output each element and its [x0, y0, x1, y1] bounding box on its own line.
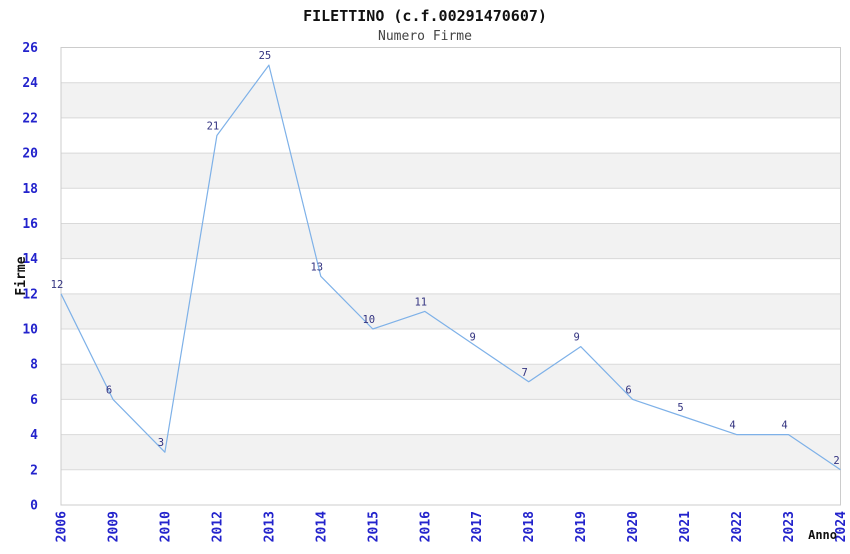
y-tick-label: 8	[30, 358, 38, 373]
x-tick-label: 2019	[574, 511, 589, 542]
y-tick-label: 12	[22, 287, 38, 302]
y-tick-label: 4	[30, 428, 38, 443]
data-label: 9	[574, 332, 580, 344]
y-tick-label: 0	[30, 499, 38, 514]
y-tick-label: 22	[22, 111, 38, 126]
x-tick-label: 2014	[314, 511, 329, 542]
y-tick-label: 26	[22, 41, 38, 56]
data-label: 5	[677, 402, 683, 414]
data-label: 12	[51, 279, 64, 291]
x-tick-label: 2020	[626, 511, 641, 542]
plot-band	[61, 434, 841, 470]
data-label: 13	[310, 261, 323, 273]
plot-band	[61, 82, 841, 118]
x-tick-label: 2012	[210, 511, 225, 542]
data-label: 4	[729, 420, 735, 432]
x-axis-tick-labels: 2006 2009 2010 2012 2013 2014 2015 2016 2017 2018…	[55, 511, 850, 542]
data-label: 25	[259, 50, 272, 62]
x-tick-label: 2010	[158, 511, 173, 542]
x-tick-label: 2015	[366, 511, 381, 542]
series-line	[60, 64, 841, 471]
x-tick-label: 2021	[678, 511, 693, 542]
y-tick-label: 16	[22, 217, 38, 232]
y-tick-label: 20	[22, 147, 38, 162]
x-tick-label: 2022	[730, 511, 745, 542]
data-label: 11	[414, 296, 427, 308]
data-label: 6	[625, 384, 631, 396]
plot-band	[61, 293, 841, 330]
data-label: 3	[158, 437, 164, 449]
y-axis-title: Firme	[14, 256, 29, 295]
chart-title: FILETTINO (c.f.00291470607)	[303, 7, 547, 25]
data-label: 9	[470, 332, 476, 344]
x-tick-label: 2023	[782, 511, 797, 542]
plot-band	[61, 364, 841, 400]
data-label: 21	[207, 121, 220, 133]
x-tick-label: 2016	[418, 511, 433, 542]
data-label: 7	[522, 367, 528, 379]
plot-border	[60, 47, 841, 506]
x-tick-label: 2018	[522, 511, 537, 542]
chart-subtitle: Numero Firme	[378, 29, 472, 44]
plot-band	[61, 153, 841, 189]
y-tick-label: 2	[30, 463, 38, 478]
y-tick-label: 24	[22, 76, 38, 91]
data-labels: 12 6 3 21 25 13 10 11 9 7 9 6 5 4 4 2	[51, 50, 840, 467]
data-label: 2	[833, 455, 839, 467]
x-tick-label: 2017	[470, 511, 485, 542]
x-tick-label: 2013	[262, 511, 277, 542]
x-tick-label: 2009	[107, 511, 122, 542]
data-label: 4	[781, 420, 787, 432]
plot-bands	[61, 82, 841, 470]
plot-band	[61, 223, 841, 259]
x-tick-label: 2006	[55, 511, 70, 542]
y-tick-label: 10	[22, 323, 38, 338]
y-tick-label: 18	[22, 182, 38, 197]
data-label: 10	[362, 314, 375, 326]
y-tick-label: 14	[22, 252, 38, 267]
x-tick-label: 2024	[834, 511, 849, 542]
data-label: 6	[106, 384, 112, 396]
y-tick-label: 6	[30, 393, 38, 408]
x-axis-title: Anno	[808, 528, 837, 542]
